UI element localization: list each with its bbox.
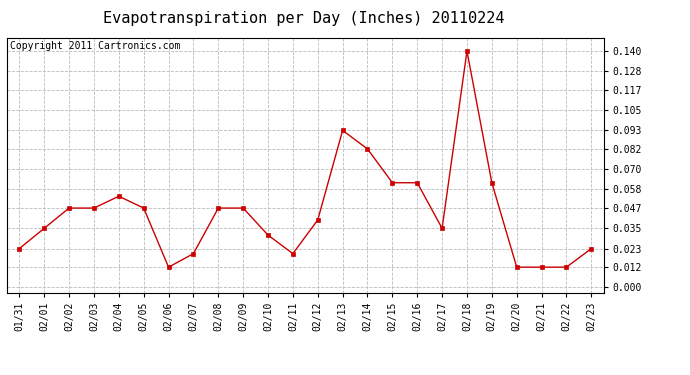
Text: Copyright 2011 Cartronics.com: Copyright 2011 Cartronics.com (10, 41, 180, 51)
Text: Evapotranspiration per Day (Inches) 20110224: Evapotranspiration per Day (Inches) 2011… (103, 11, 504, 26)
